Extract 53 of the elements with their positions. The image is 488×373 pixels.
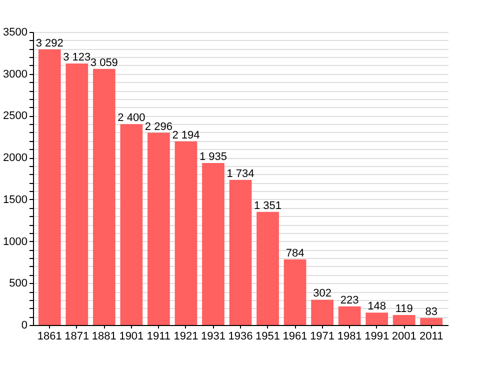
x-tick-label: 1936 — [228, 330, 253, 342]
y-tick-label: 1500 — [3, 194, 28, 206]
bar — [38, 49, 61, 325]
x-tick-label: 1861 — [37, 330, 62, 342]
x-tick-label: 1911 — [146, 330, 171, 342]
data-label: 1 935 — [199, 151, 227, 164]
bar — [256, 212, 279, 325]
x-tick-label: 1961 — [282, 330, 308, 342]
bar — [92, 68, 116, 325]
bar — [148, 132, 170, 325]
data-label: 3 123 — [63, 52, 91, 64]
y-tick-label: 500 — [9, 278, 28, 290]
x-tick-label: 1871 — [64, 330, 90, 342]
x-tick-label: 1931 — [200, 330, 226, 342]
data-label: 2 400 — [118, 112, 146, 124]
x-tick-label: 1951 — [256, 330, 280, 342]
data-label: 2 194 — [172, 129, 200, 142]
y-tick-label: 1000 — [3, 236, 28, 248]
x-tick-label: 1901 — [119, 330, 144, 342]
y-tick-label: 0 — [21, 320, 28, 332]
x-tick-label: 1971 — [310, 330, 335, 342]
bar — [202, 163, 224, 325]
x-tick-label: 2011 — [420, 330, 444, 342]
bar — [120, 124, 143, 325]
y-tick-label: 3000 — [3, 68, 28, 80]
data-label: 3 292 — [36, 37, 64, 50]
data-label: 1 734 — [226, 168, 254, 180]
bar — [284, 259, 306, 325]
data-label: 83 — [425, 306, 438, 318]
y-tick-label: 2000 — [3, 152, 28, 164]
y-tick-label: 3500 — [3, 26, 28, 38]
bar — [174, 141, 198, 325]
data-label: 148 — [368, 300, 386, 313]
bar — [366, 312, 388, 325]
bar — [392, 315, 416, 325]
x-tick-label: 1921 — [174, 330, 198, 342]
data-label: 3 059 — [90, 56, 118, 69]
data-label: 784 — [286, 247, 304, 260]
x-tick-label: 1981 — [337, 330, 362, 342]
x-tick-label: 1881 — [92, 330, 116, 342]
bar — [229, 180, 252, 325]
data-label: 302 — [313, 288, 332, 300]
data-label: 223 — [340, 294, 359, 306]
data-label: 1 351 — [254, 200, 282, 212]
bar — [66, 64, 88, 325]
bar — [311, 300, 334, 325]
bar — [420, 318, 443, 325]
data-label: 2 296 — [144, 120, 172, 133]
y-tick-label: 2500 — [3, 110, 28, 122]
bar — [338, 306, 361, 325]
x-tick-label: 1991 — [364, 330, 390, 342]
x-tick-label: 2001 — [392, 330, 416, 342]
data-label: 119 — [395, 303, 413, 316]
